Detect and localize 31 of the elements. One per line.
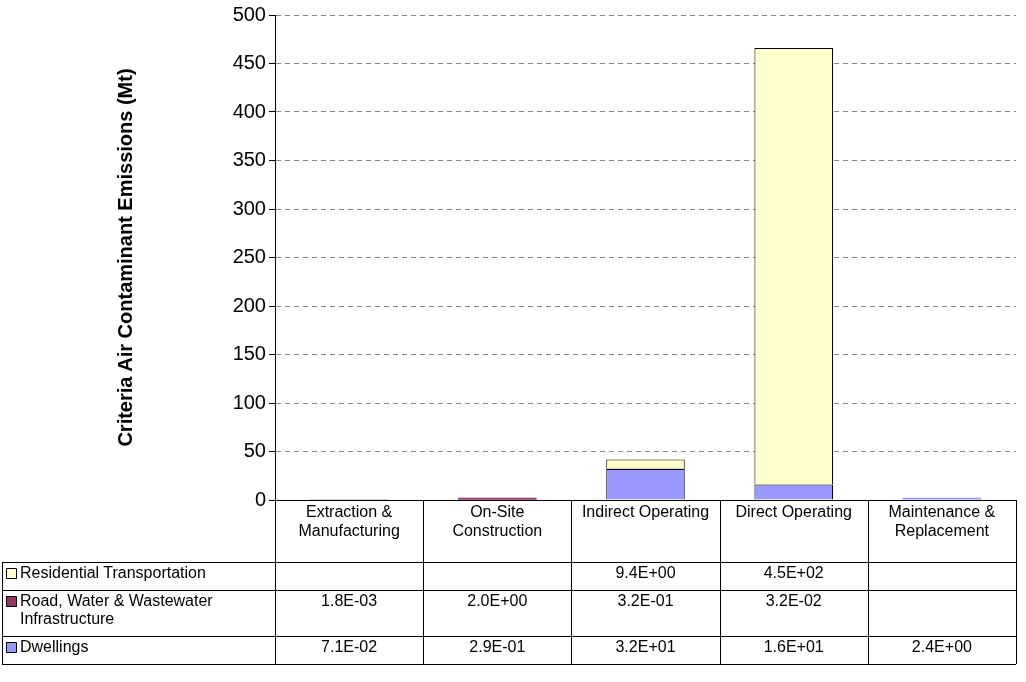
data-label: 1.6E+01	[763, 638, 824, 656]
data-label: 2.4E+00	[911, 638, 973, 656]
y-tick-label: 250	[232, 245, 266, 268]
x-tick-label: Indirect Operating	[581, 503, 710, 521]
data-label: 2.9E-01	[469, 638, 526, 656]
x-tick-label: Maintenance & Replacement	[888, 503, 996, 540]
y-axis-title: Criteria Air Contaminant Emissions (Mt)	[113, 68, 136, 447]
y-tick-label: 200	[232, 293, 266, 316]
data-label: 4.5E+02	[763, 564, 824, 582]
legend-label: Dwellings	[20, 638, 89, 656]
y-tick-label: 350	[232, 148, 266, 171]
legend-label: Residential Transportation	[20, 564, 206, 582]
data-label: 9.4E+00	[615, 564, 676, 582]
y-tick-label: 50	[243, 439, 266, 462]
y-tick-label: 0	[254, 487, 266, 510]
data-label: 3.2E-02	[765, 592, 822, 610]
y-tick-label: 500	[232, 2, 266, 25]
data-label: 3.2E-01	[617, 592, 674, 610]
x-tick-label: On-Site Construction	[452, 503, 543, 540]
x-tick-label: Extraction & Manufacturing	[298, 503, 400, 540]
data-label: 7.1E-02	[321, 638, 378, 656]
y-tick-label: 450	[232, 51, 266, 74]
data-label: 1.8E-03	[321, 592, 378, 610]
y-tick-label: 150	[232, 342, 266, 365]
data-label: 3.2E+01	[615, 638, 676, 656]
legend-label: Road, Water & Wastewater Infrastructure	[20, 592, 214, 628]
data-label: 2.0E+00	[467, 592, 528, 610]
x-tick-label: Direct Operating	[735, 503, 852, 521]
y-tick-label: 400	[232, 99, 266, 122]
y-tick-label: 100	[232, 390, 266, 413]
y-tick-label: 300	[232, 196, 266, 219]
